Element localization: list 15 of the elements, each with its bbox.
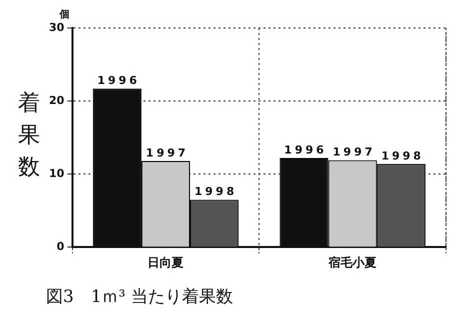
text: 1998 bbox=[381, 149, 424, 162]
x-tick-label: 宿毛小夏 bbox=[328, 256, 377, 270]
series-label: 1996 bbox=[97, 74, 140, 88]
y-tick-label: 20 bbox=[48, 94, 65, 107]
series-label: 1998 bbox=[194, 185, 238, 198]
text: 1997 bbox=[332, 146, 376, 159]
x-tick-label: 日向夏 bbox=[148, 256, 184, 270]
series-label: 1997 bbox=[146, 146, 189, 160]
text: 図3 1ｍ³ 当たり着果数 bbox=[46, 287, 233, 308]
y-tick-label: 30 bbox=[48, 20, 65, 34]
y-tick-label: 0 bbox=[56, 240, 65, 254]
text: 個 bbox=[58, 8, 70, 21]
y-axis-title: 着果数 bbox=[17, 90, 41, 182]
text: 1996 bbox=[284, 143, 327, 156]
y-tick-label: 10 bbox=[48, 166, 65, 180]
